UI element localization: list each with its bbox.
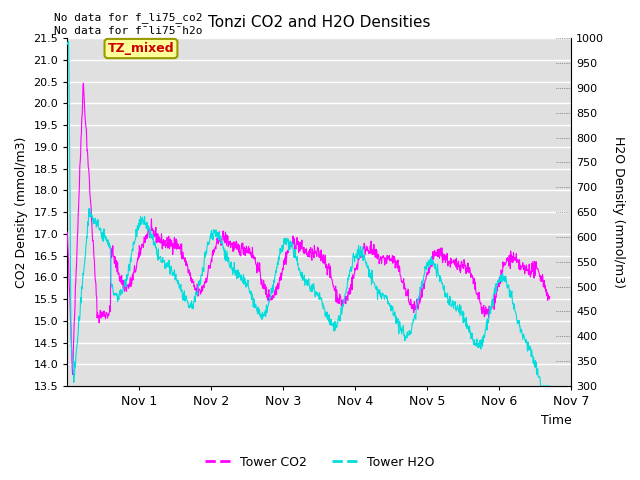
Text: TZ_mixed: TZ_mixed — [108, 42, 174, 55]
Legend: Tower CO2, Tower H2O: Tower CO2, Tower H2O — [200, 451, 440, 474]
Title: Tonzi CO2 and H2O Densities: Tonzi CO2 and H2O Densities — [208, 15, 431, 30]
Y-axis label: H2O Density (mmol/m3): H2O Density (mmol/m3) — [612, 136, 625, 288]
X-axis label: Time: Time — [541, 414, 572, 427]
Text: No data for f_li75_co2: No data for f_li75_co2 — [54, 12, 203, 23]
Y-axis label: CO2 Density (mmol/m3): CO2 Density (mmol/m3) — [15, 136, 28, 288]
Text: No data for f¯li75¯h2o: No data for f¯li75¯h2o — [54, 26, 203, 36]
